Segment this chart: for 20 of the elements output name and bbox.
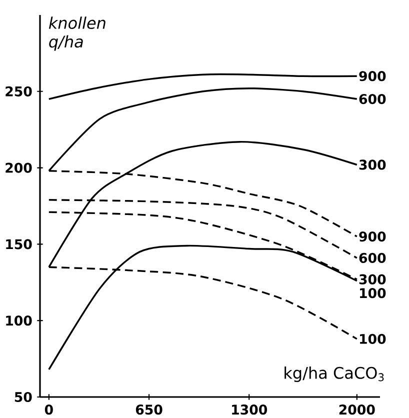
x-axis-title: kg/ha CaCO$_{3}$ [284, 366, 384, 382]
y-axis-title: knollen q/ha [48, 16, 106, 51]
line-series [48, 73, 358, 100]
y-tick-label: 250 [6, 86, 32, 96]
x-tick-label: 1300 [232, 404, 268, 415]
y-tick-label: 100 [6, 316, 32, 326]
x-tick-label: 0 [44, 404, 53, 415]
y-tick-label: 150 [6, 239, 32, 250]
y-tick-label: 200 [6, 162, 32, 173]
series-label: 100 [360, 288, 386, 298]
series-label: 100 [360, 334, 386, 344]
series-label: 900 [359, 71, 386, 82]
series-label: 900 [359, 232, 386, 242]
series-label: 300 [359, 274, 386, 284]
y-tick-label: 50 [14, 392, 32, 402]
series-label: 600 [359, 94, 386, 104]
x-tick-label: 2000 [339, 404, 375, 415]
x-tick-label: 650 [136, 404, 162, 415]
series-label: 600 [359, 252, 386, 263]
series-label: 300 [359, 160, 386, 170]
